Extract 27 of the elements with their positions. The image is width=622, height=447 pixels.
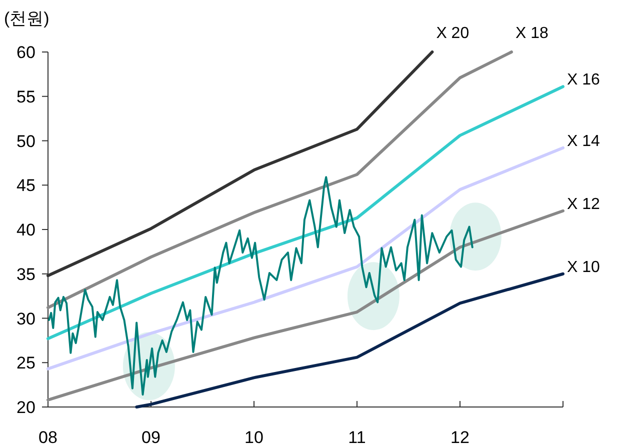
y-tick-label: 55	[16, 87, 36, 106]
series-label: X 12	[567, 196, 600, 213]
x-tick-label: 08	[38, 428, 58, 447]
series-label: X 16	[567, 72, 600, 89]
y-tick-label: 50	[16, 132, 36, 151]
y-tick-label: 45	[16, 176, 36, 196]
y-tick-label: 30	[16, 309, 36, 328]
series-label: X 20	[436, 25, 470, 42]
x-tick-label: 12	[450, 428, 470, 447]
y-tick-label: 40	[16, 220, 36, 240]
series-label: X 18	[516, 25, 549, 42]
line-series	[46, 50, 513, 310]
line-series	[46, 85, 564, 340]
y-axis-title: (천원)	[4, 9, 50, 28]
y-tick-label: 60	[16, 43, 36, 62]
line-series	[46, 146, 564, 370]
line-series	[46, 209, 564, 402]
x-tick-label: 10	[244, 428, 264, 447]
line-series	[135, 272, 564, 408]
y-tick-label: 35	[16, 264, 36, 284]
series-label: X 10	[567, 258, 600, 276]
series-label: X 14	[567, 132, 600, 150]
y-tick-label: 20	[16, 398, 36, 417]
x-tick-label: 09	[142, 428, 160, 447]
y-tick-label: 25	[16, 354, 36, 373]
line-series	[48, 176, 474, 396]
x-tick-label: 11	[348, 428, 366, 447]
